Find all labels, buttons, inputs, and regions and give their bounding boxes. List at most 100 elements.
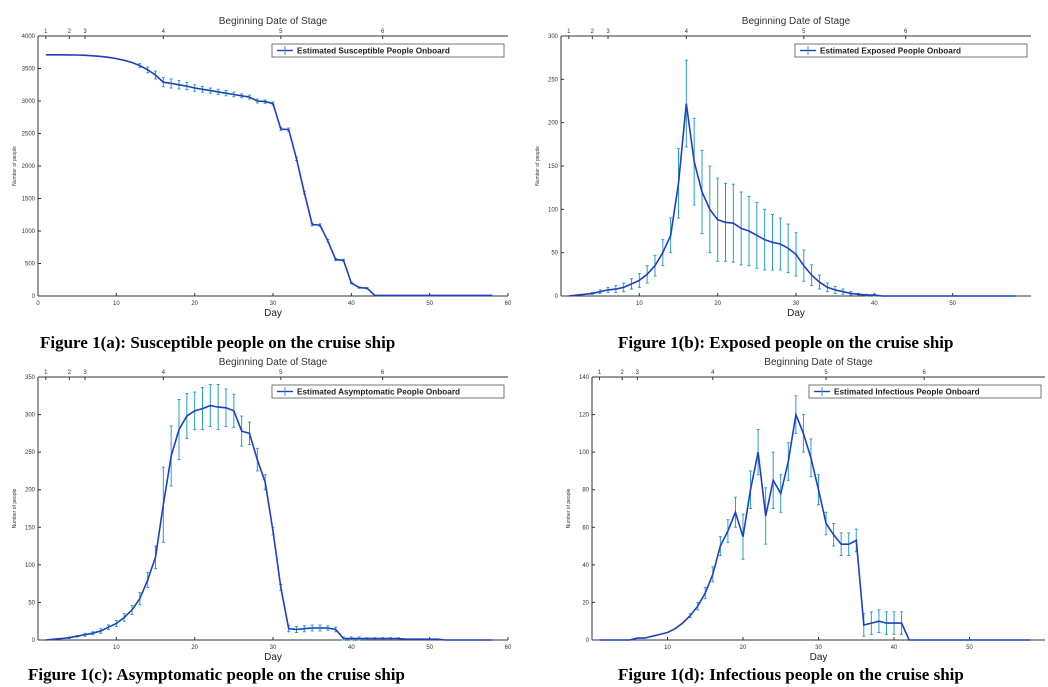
y-tick-label: 150 bbox=[548, 164, 559, 170]
x-tick-label: 20 bbox=[740, 645, 747, 651]
legend-box bbox=[808, 384, 1042, 399]
y-axis-title: Number of people bbox=[566, 488, 572, 528]
x-tick-label: 60 bbox=[505, 301, 512, 307]
y-tick-label: 1500 bbox=[22, 197, 36, 203]
top-tick-label: 1 bbox=[598, 370, 602, 376]
x-tick-label: 50 bbox=[426, 301, 433, 307]
y-tick-label: 40 bbox=[582, 563, 589, 569]
x-tick-label: 20 bbox=[191, 645, 198, 651]
legend-box bbox=[271, 384, 505, 399]
series-group bbox=[599, 395, 1030, 641]
figure-caption-c: Figure 1(c): Asymptomatic people on the … bbox=[28, 665, 405, 684]
y-axis-title: Number of people bbox=[12, 488, 18, 528]
y-tick-label: 100 bbox=[548, 207, 559, 213]
legend-label: Estimated Exposed People Onboard bbox=[820, 47, 961, 56]
series-line bbox=[599, 411, 1030, 641]
chart-panel-susceptible: 0 10 20 30 40 50 60 0 500 1000 1500 2000 2500 3000 350… bbox=[0, 0, 524, 330]
top-tick-label: 2 bbox=[68, 29, 72, 35]
y-tick-label: 0 bbox=[32, 638, 36, 644]
series-line bbox=[45, 404, 493, 641]
chart-panel-exposed: 10 20 30 40 50 0 50 100 150 200 250 300 1 2 3 4 5 6 Beginn… bbox=[524, 0, 1048, 330]
top-tick-label: 4 bbox=[685, 29, 689, 35]
series-line bbox=[568, 103, 1016, 297]
y-tick-label: 4000 bbox=[22, 34, 36, 40]
x-tick-label: 20 bbox=[714, 301, 721, 307]
legend: Estimated Asymptomatic People Onboard bbox=[271, 384, 505, 399]
x-tick-label: 40 bbox=[348, 645, 355, 651]
top-tick-label: 2 bbox=[591, 29, 595, 35]
top-axis-title: Beginning Date of Stage bbox=[742, 16, 851, 27]
top-tick-label: 4 bbox=[711, 370, 715, 376]
y-tick-label: 500 bbox=[25, 262, 36, 268]
y-tick-label: 250 bbox=[548, 77, 559, 83]
series-group bbox=[568, 59, 1016, 297]
x-tick-label: 0 bbox=[36, 301, 40, 307]
x-tick-label: 40 bbox=[891, 645, 898, 651]
series-group bbox=[45, 53, 493, 297]
y-tick-label: 3000 bbox=[22, 99, 36, 105]
figure-caption-d: Figure 1(d): Infectious people on the cr… bbox=[618, 665, 964, 684]
x-axis-title: Day bbox=[787, 308, 805, 319]
top-tick-label: 6 bbox=[381, 29, 385, 35]
top-tick-label: 6 bbox=[923, 370, 927, 376]
x-tick-label: 50 bbox=[966, 645, 973, 651]
y-tick-label: 0 bbox=[555, 294, 559, 300]
x-tick-label: 40 bbox=[871, 301, 878, 307]
top-tick-label: 2 bbox=[68, 370, 72, 376]
y-tick-label: 50 bbox=[551, 251, 558, 257]
y-tick-label: 120 bbox=[579, 413, 590, 419]
top-tick-label: 1 bbox=[567, 29, 571, 35]
y-tick-label: 300 bbox=[25, 413, 36, 419]
top-tick-label: 3 bbox=[606, 29, 610, 35]
y-tick-label: 350 bbox=[25, 375, 36, 381]
figure-caption-a: Figure 1(a): Susceptible people on the c… bbox=[40, 333, 396, 352]
legend-label: Estimated Asymptomatic People Onboard bbox=[297, 388, 460, 397]
x-axis-title: Day bbox=[810, 652, 828, 663]
y-tick-label: 80 bbox=[582, 488, 589, 494]
legend: Estimated Susceptible People Onboard bbox=[271, 43, 505, 58]
figure-caption-b: Figure 1(b): Exposed people on the cruis… bbox=[618, 333, 954, 352]
y-tick-label: 1000 bbox=[22, 229, 36, 235]
top-tick-label: 5 bbox=[279, 370, 283, 376]
chart-asymptomatic: 10 20 30 40 50 60 0 50 100 150 200 250 300 350 1 2 3 4 5 6 B… bbox=[12, 357, 512, 663]
y-tick-label: 150 bbox=[25, 525, 36, 531]
y-tick-label: 3500 bbox=[22, 67, 36, 73]
y-tick-label: 20 bbox=[582, 600, 589, 606]
x-tick-label: 10 bbox=[113, 645, 120, 651]
legend-box bbox=[794, 43, 1028, 58]
x-tick-label: 10 bbox=[636, 301, 643, 307]
top-tick-label: 3 bbox=[83, 370, 87, 376]
chart-panel-asymptomatic: 10 20 30 40 50 60 0 50 100 150 200 250 300 350 1 2 3 4 5 6 B… bbox=[0, 355, 524, 665]
top-tick-label: 3 bbox=[83, 29, 87, 35]
top-tick-label: 5 bbox=[824, 370, 828, 376]
legend-label: Estimated Susceptible People Onboard bbox=[297, 47, 450, 56]
y-tick-label: 250 bbox=[25, 450, 36, 456]
x-tick-label: 20 bbox=[191, 301, 198, 307]
y-tick-label: 300 bbox=[548, 34, 559, 40]
x-tick-label: 30 bbox=[793, 301, 800, 307]
x-tick-label: 10 bbox=[664, 645, 671, 651]
y-axis-title: Number of people bbox=[535, 146, 541, 186]
x-tick-label: 30 bbox=[270, 301, 277, 307]
y-tick-label: 2000 bbox=[22, 164, 36, 170]
y-tick-label: 2500 bbox=[22, 132, 36, 138]
chart-panel-infectious: 10 20 30 40 50 0 20 40 60 80 100 120 140 1 2 3 4 5 6 Beginn… bbox=[524, 355, 1048, 665]
top-tick-label: 1 bbox=[44, 29, 48, 35]
chart-susceptible: 0 10 20 30 40 50 60 0 500 1000 1500 2000 2500 3000 350… bbox=[12, 16, 512, 319]
chart-exposed: 10 20 30 40 50 0 50 100 150 200 250 300 1 2 3 4 5 6 Beginn… bbox=[535, 16, 1031, 319]
y-tick-label: 200 bbox=[548, 121, 559, 127]
y-tick-label: 200 bbox=[25, 488, 36, 494]
x-tick-label: 30 bbox=[270, 645, 277, 651]
x-tick-label: 30 bbox=[815, 645, 822, 651]
y-tick-label: 60 bbox=[582, 525, 589, 531]
top-tick-label: 5 bbox=[279, 29, 283, 35]
legend: Estimated Exposed People Onboard bbox=[794, 43, 1028, 58]
top-axis-title: Beginning Date of Stage bbox=[764, 357, 873, 368]
x-tick-label: 10 bbox=[113, 301, 120, 307]
y-tick-label: 100 bbox=[25, 563, 36, 569]
x-tick-label: 50 bbox=[949, 301, 956, 307]
x-axis-title: Day bbox=[264, 652, 282, 663]
legend-label: Estimated Infectious People Onboard bbox=[834, 388, 980, 397]
x-tick-label: 50 bbox=[426, 645, 433, 651]
top-tick-label: 4 bbox=[162, 370, 166, 376]
